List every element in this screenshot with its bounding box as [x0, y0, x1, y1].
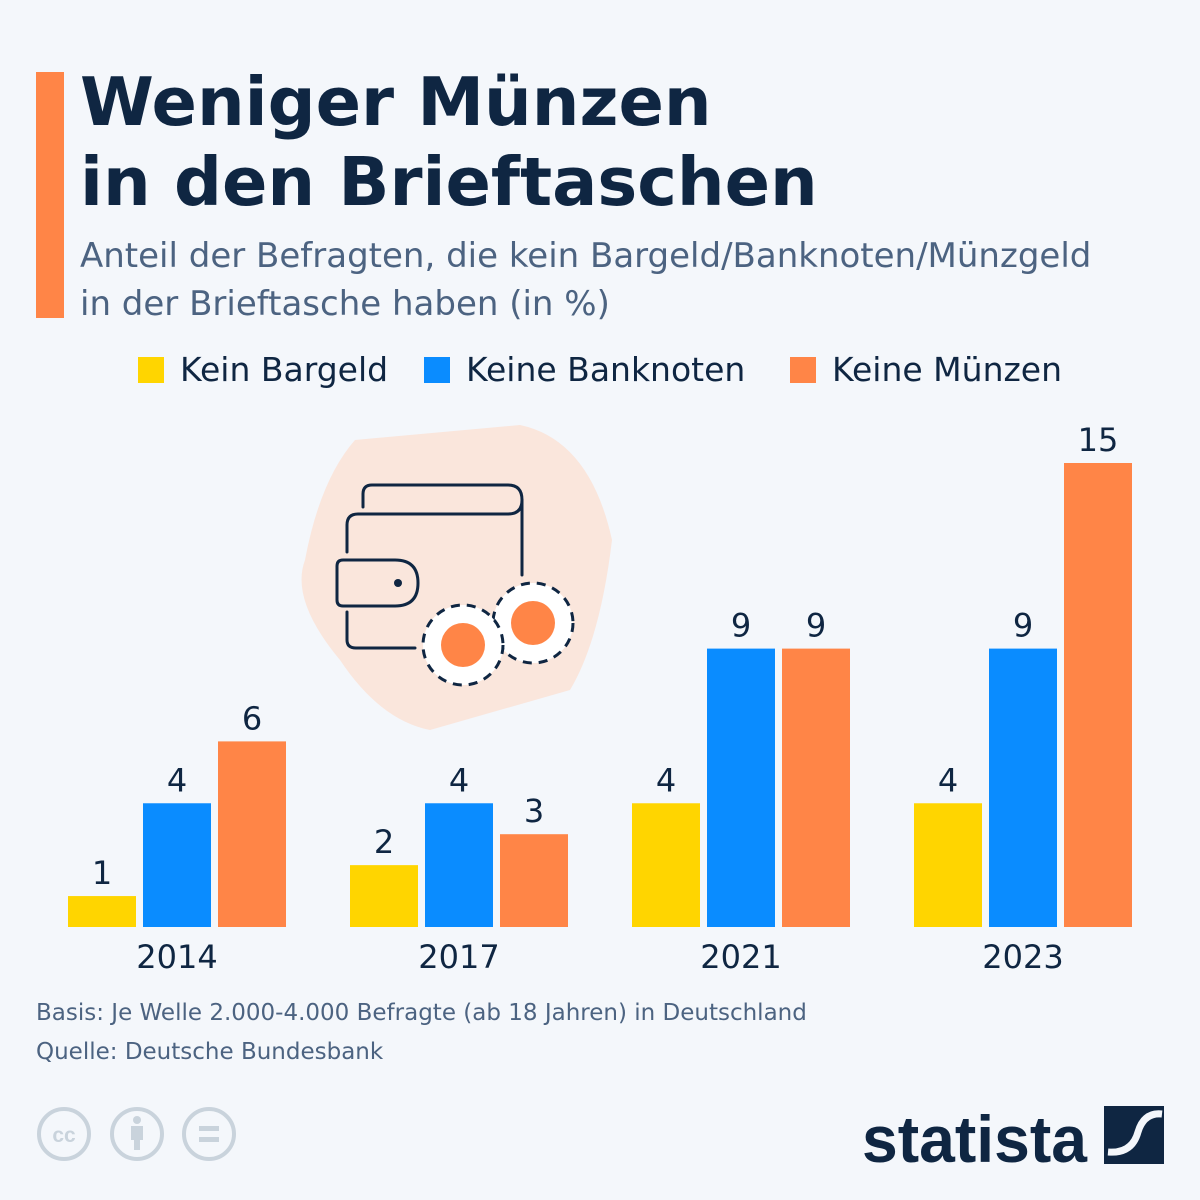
title-line-1: Weniger Münzen	[80, 63, 712, 141]
wallet-with-coins-icon	[301, 425, 612, 730]
legend-item-keine-banknoten: Keine Banknoten	[424, 350, 745, 389]
bar-2023-0	[914, 803, 982, 927]
data-label: 3	[524, 792, 544, 830]
legend-label: Keine Banknoten	[466, 350, 746, 389]
data-label: 4	[167, 761, 187, 799]
no-derivatives-icon[interactable]	[181, 1106, 237, 1162]
data-label: 4	[938, 761, 958, 799]
bar-2017-0	[350, 865, 418, 927]
bar-2017-2	[500, 834, 568, 927]
bar-2014-0	[68, 896, 136, 927]
data-label: 9	[731, 607, 751, 645]
legend-label: Kein Bargeld	[180, 350, 389, 389]
footnote-source: Quelle: Deutsche Bundesbank	[36, 1039, 384, 1065]
legend-item-kein-bargeld: Kein Bargeld	[138, 350, 388, 389]
legend-swatch	[790, 356, 816, 383]
x-tick-label: 2017	[418, 938, 499, 976]
cc-icon[interactable]: cc	[36, 1106, 92, 1162]
data-label: 15	[1078, 421, 1119, 459]
bar-2017-1	[425, 803, 493, 927]
x-tick-label: 2021	[700, 938, 781, 976]
data-label: 9	[1013, 607, 1033, 645]
data-label: 6	[242, 699, 262, 737]
bar-2023-2	[1064, 463, 1132, 927]
bar-2021-1	[707, 648, 775, 927]
bar-2014-1	[143, 803, 211, 927]
bar-chart: 1 4 6 2014 2 4 3 2017 4 9 9 2021 4 9 15 2023	[68, 421, 1132, 976]
legend: Kein Bargeld Keine Banknoten Keine Münze…	[0, 350, 1200, 390]
legend-swatch	[138, 356, 164, 383]
data-label: 1	[92, 854, 112, 892]
x-tick-label: 2014	[136, 938, 217, 976]
legend-item-keine-muenzen: Keine Münzen	[790, 350, 1062, 389]
data-label: 9	[806, 607, 826, 645]
bar-2021-2	[782, 648, 850, 927]
bar-2014-2	[218, 741, 286, 927]
svg-text:statista: statista	[862, 1104, 1088, 1166]
subtitle: Anteil der Befragten, die kein Bargeld/B…	[80, 232, 1190, 328]
data-label: 2	[374, 823, 394, 861]
page-title: Weniger Münzen in den Brieftaschen	[80, 62, 818, 222]
title-accent-bar	[36, 72, 64, 318]
legend-label: Keine Münzen	[832, 350, 1063, 389]
legend-swatch	[424, 356, 450, 383]
title-line-2: in den Brieftaschen	[80, 143, 818, 221]
x-tick-label: 2023	[982, 938, 1063, 976]
bar-2023-1	[989, 648, 1057, 927]
subtitle-line-2: in der Brieftasche haben (in %)	[80, 284, 610, 324]
subtitle-line-1: Anteil der Befragten, die kein Bargeld/B…	[80, 236, 1092, 276]
bar-2021-0	[632, 803, 700, 927]
svg-text:cc: cc	[52, 1124, 76, 1147]
attribution-icon[interactable]	[109, 1106, 165, 1162]
data-label: 4	[449, 761, 469, 799]
statista-logo[interactable]: statista	[862, 1104, 1167, 1166]
footnote-basis: Basis: Je Welle 2.000-4.000 Befragte (ab…	[36, 1000, 807, 1026]
data-label: 4	[656, 761, 676, 799]
